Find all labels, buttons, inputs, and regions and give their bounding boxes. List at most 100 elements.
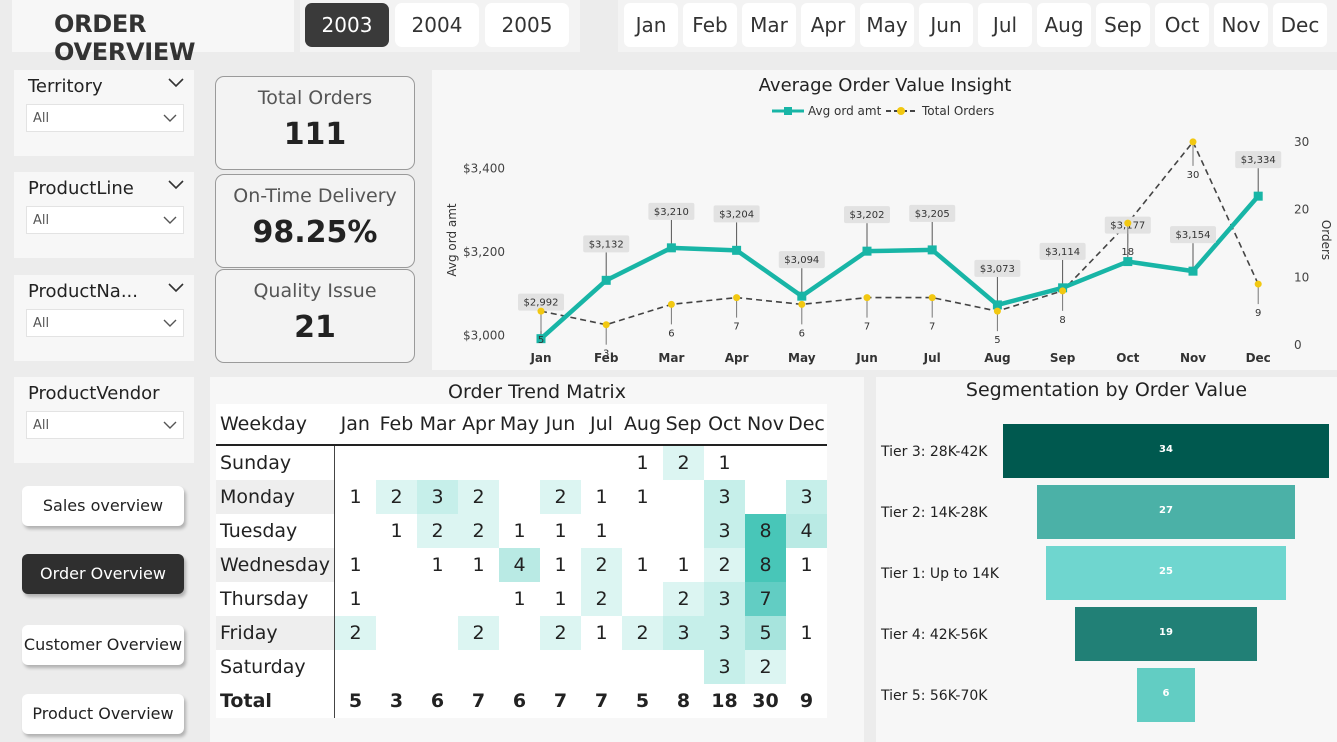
year-button-2005[interactable]: 2005: [485, 3, 569, 47]
matrix-cell[interactable]: 1: [636, 452, 649, 474]
month-button-aug[interactable]: Aug: [1037, 3, 1091, 47]
matrix-cell[interactable]: 1: [677, 554, 690, 576]
matrix-cell[interactable]: 2: [540, 480, 581, 514]
matrix-cell[interactable]: 8: [745, 548, 786, 582]
matrix-cell[interactable]: [458, 650, 499, 684]
matrix-cell[interactable]: [458, 582, 499, 616]
funnel-bar[interactable]: 27: [1036, 485, 1296, 539]
month-button-jan[interactable]: Jan: [624, 3, 678, 47]
funnel-bar[interactable]: 6: [1137, 668, 1195, 722]
matrix-column-header[interactable]: Apr: [458, 404, 499, 446]
matrix-column-header[interactable]: Feb: [376, 404, 417, 446]
matrix-cell[interactable]: 1: [554, 520, 567, 542]
matrix-cell[interactable]: 3: [417, 480, 458, 514]
matrix-cell[interactable]: [499, 480, 540, 514]
matrix-cell[interactable]: 2: [581, 582, 622, 616]
matrix-cell[interactable]: 3: [704, 582, 745, 616]
matrix-cell[interactable]: [335, 445, 377, 480]
funnel-bar[interactable]: 34: [1003, 424, 1329, 478]
matrix-cell[interactable]: [663, 650, 704, 684]
matrix-cell[interactable]: 5: [745, 616, 786, 650]
matrix-column-header[interactable]: Aug: [622, 404, 663, 446]
productvendor-dropdown[interactable]: All: [26, 411, 184, 439]
matrix-cell[interactable]: 3: [704, 616, 745, 650]
matrix-cell[interactable]: 7: [745, 582, 786, 616]
matrix-cell[interactable]: [376, 616, 417, 650]
matrix-cell[interactable]: [745, 445, 786, 480]
matrix-cell[interactable]: 2: [622, 616, 663, 650]
nav-product-overview[interactable]: Product Overview: [22, 694, 184, 734]
matrix-cell[interactable]: 8: [745, 514, 786, 548]
funnel-bar[interactable]: 25: [1046, 546, 1286, 600]
matrix-cell[interactable]: 2: [704, 548, 745, 582]
matrix-cell[interactable]: [663, 514, 704, 548]
matrix-cell[interactable]: [417, 445, 458, 480]
matrix-cell[interactable]: 2: [458, 514, 499, 548]
month-button-jun[interactable]: Jun: [919, 3, 973, 47]
matrix-cell[interactable]: 1: [554, 554, 567, 576]
matrix-cell[interactable]: 1: [595, 486, 608, 508]
matrix-cell[interactable]: 3: [704, 650, 745, 684]
matrix-cell[interactable]: [786, 650, 827, 684]
matrix-column-header[interactable]: Jul: [581, 404, 622, 446]
matrix-cell[interactable]: [581, 445, 622, 480]
month-button-mar[interactable]: Mar: [742, 3, 796, 47]
matrix-cell[interactable]: [417, 650, 458, 684]
matrix-cell[interactable]: 1: [800, 554, 813, 576]
matrix-cell[interactable]: 2: [581, 548, 622, 582]
matrix-cell[interactable]: 2: [458, 480, 499, 514]
year-button-2004[interactable]: 2004: [395, 3, 479, 47]
matrix-cell[interactable]: [458, 445, 499, 480]
month-button-feb[interactable]: Feb: [683, 3, 737, 47]
matrix-cell[interactable]: [376, 445, 417, 480]
matrix-cell[interactable]: 4: [499, 548, 540, 582]
matrix-cell[interactable]: 2: [417, 514, 458, 548]
matrix-cell[interactable]: 1: [636, 486, 649, 508]
matrix-cell[interactable]: [745, 480, 786, 514]
matrix-cell[interactable]: 1: [513, 520, 526, 542]
matrix-cell[interactable]: [540, 445, 581, 480]
nav-customer-overview[interactable]: Customer Overview: [22, 625, 184, 665]
matrix-cell[interactable]: 1: [513, 588, 526, 610]
month-button-apr[interactable]: Apr: [801, 3, 855, 47]
chevron-down-icon[interactable]: [168, 178, 184, 190]
matrix-cell[interactable]: 1: [349, 588, 362, 610]
matrix-cell[interactable]: [335, 650, 377, 684]
matrix-cell[interactable]: 1: [800, 622, 813, 644]
matrix-column-header[interactable]: Jan: [334, 404, 376, 446]
matrix-cell[interactable]: 1: [595, 520, 608, 542]
month-button-nov[interactable]: Nov: [1214, 3, 1268, 47]
month-button-oct[interactable]: Oct: [1155, 3, 1209, 47]
matrix-cell[interactable]: 1: [595, 622, 608, 644]
matrix-cell[interactable]: [622, 650, 663, 684]
matrix-cell[interactable]: 1: [349, 486, 362, 508]
matrix-cell[interactable]: 4: [786, 514, 827, 548]
matrix-column-header[interactable]: Oct: [704, 404, 745, 446]
matrix-cell[interactable]: [581, 650, 622, 684]
matrix-cell[interactable]: [499, 650, 540, 684]
matrix-cell[interactable]: [376, 548, 417, 582]
matrix-cell[interactable]: 1: [349, 554, 362, 576]
matrix-column-header[interactable]: May: [499, 404, 540, 446]
chevron-down-icon[interactable]: [168, 281, 184, 293]
matrix-column-header[interactable]: Sep: [663, 404, 704, 446]
matrix-cell[interactable]: 1: [390, 520, 403, 542]
matrix-cell[interactable]: 2: [663, 582, 704, 616]
matrix-cell[interactable]: 1: [636, 554, 649, 576]
matrix-column-header[interactable]: Mar: [417, 404, 458, 446]
month-button-may[interactable]: May: [860, 3, 914, 47]
matrix-cell[interactable]: [376, 650, 417, 684]
month-button-jul[interactable]: Jul: [978, 3, 1032, 47]
matrix-cell[interactable]: 3: [663, 616, 704, 650]
productname-dropdown[interactable]: All: [26, 309, 184, 337]
matrix-cell[interactable]: [540, 650, 581, 684]
matrix-cell[interactable]: [335, 514, 377, 548]
matrix-cell[interactable]: 1: [718, 452, 731, 474]
nav-sales-overview[interactable]: Sales overview: [22, 486, 184, 526]
matrix-cell[interactable]: 2: [745, 650, 786, 684]
matrix-cell[interactable]: 3: [786, 480, 827, 514]
chevron-down-icon[interactable]: [168, 76, 184, 88]
matrix-cell[interactable]: [499, 616, 540, 650]
matrix-cell[interactable]: 2: [540, 616, 581, 650]
matrix-cell[interactable]: 3: [704, 514, 745, 548]
